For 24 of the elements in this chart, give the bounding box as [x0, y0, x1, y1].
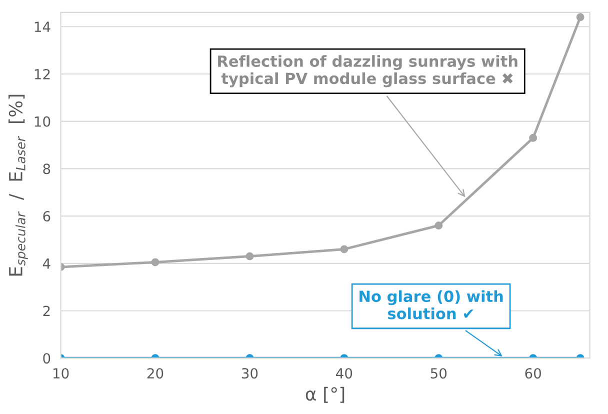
- point: [434, 222, 443, 230]
- x-tick-label: 60: [525, 368, 541, 379]
- annotation: Reflection of dazzling sunrays with typical PV module glass surface ✖: [218, 55, 518, 88]
- y-tick-label: 14: [34, 22, 50, 32]
- y-tick-label: 8: [43, 164, 50, 174]
- x-tick-label: 30: [242, 368, 258, 379]
- point: [246, 252, 254, 260]
- point: [576, 13, 584, 22]
- y-tick-label: 6: [43, 211, 50, 222]
- point: [151, 258, 160, 266]
- x-tick-label: 40: [336, 368, 352, 379]
- y-tick-label: 2: [43, 306, 50, 316]
- annotation: No glare (0) with solution ✔: [360, 290, 503, 320]
- x-tick-label: 20: [147, 368, 164, 379]
- point: [529, 134, 538, 142]
- x-axis-title: α [°]: [306, 386, 344, 403]
- y-tick-label: 4: [42, 258, 50, 269]
- x-tick-label: 50: [430, 368, 447, 379]
- y-tick-label: 12: [34, 68, 50, 80]
- point: [340, 245, 348, 254]
- y-tick-label: 0: [43, 353, 50, 364]
- y-axis-title: E$_{specular}$ / E$_{Laser}$ [%]: [8, 94, 28, 276]
- x-tick-label: 10: [53, 368, 69, 379]
- y-tick-label: 10: [34, 116, 50, 127]
